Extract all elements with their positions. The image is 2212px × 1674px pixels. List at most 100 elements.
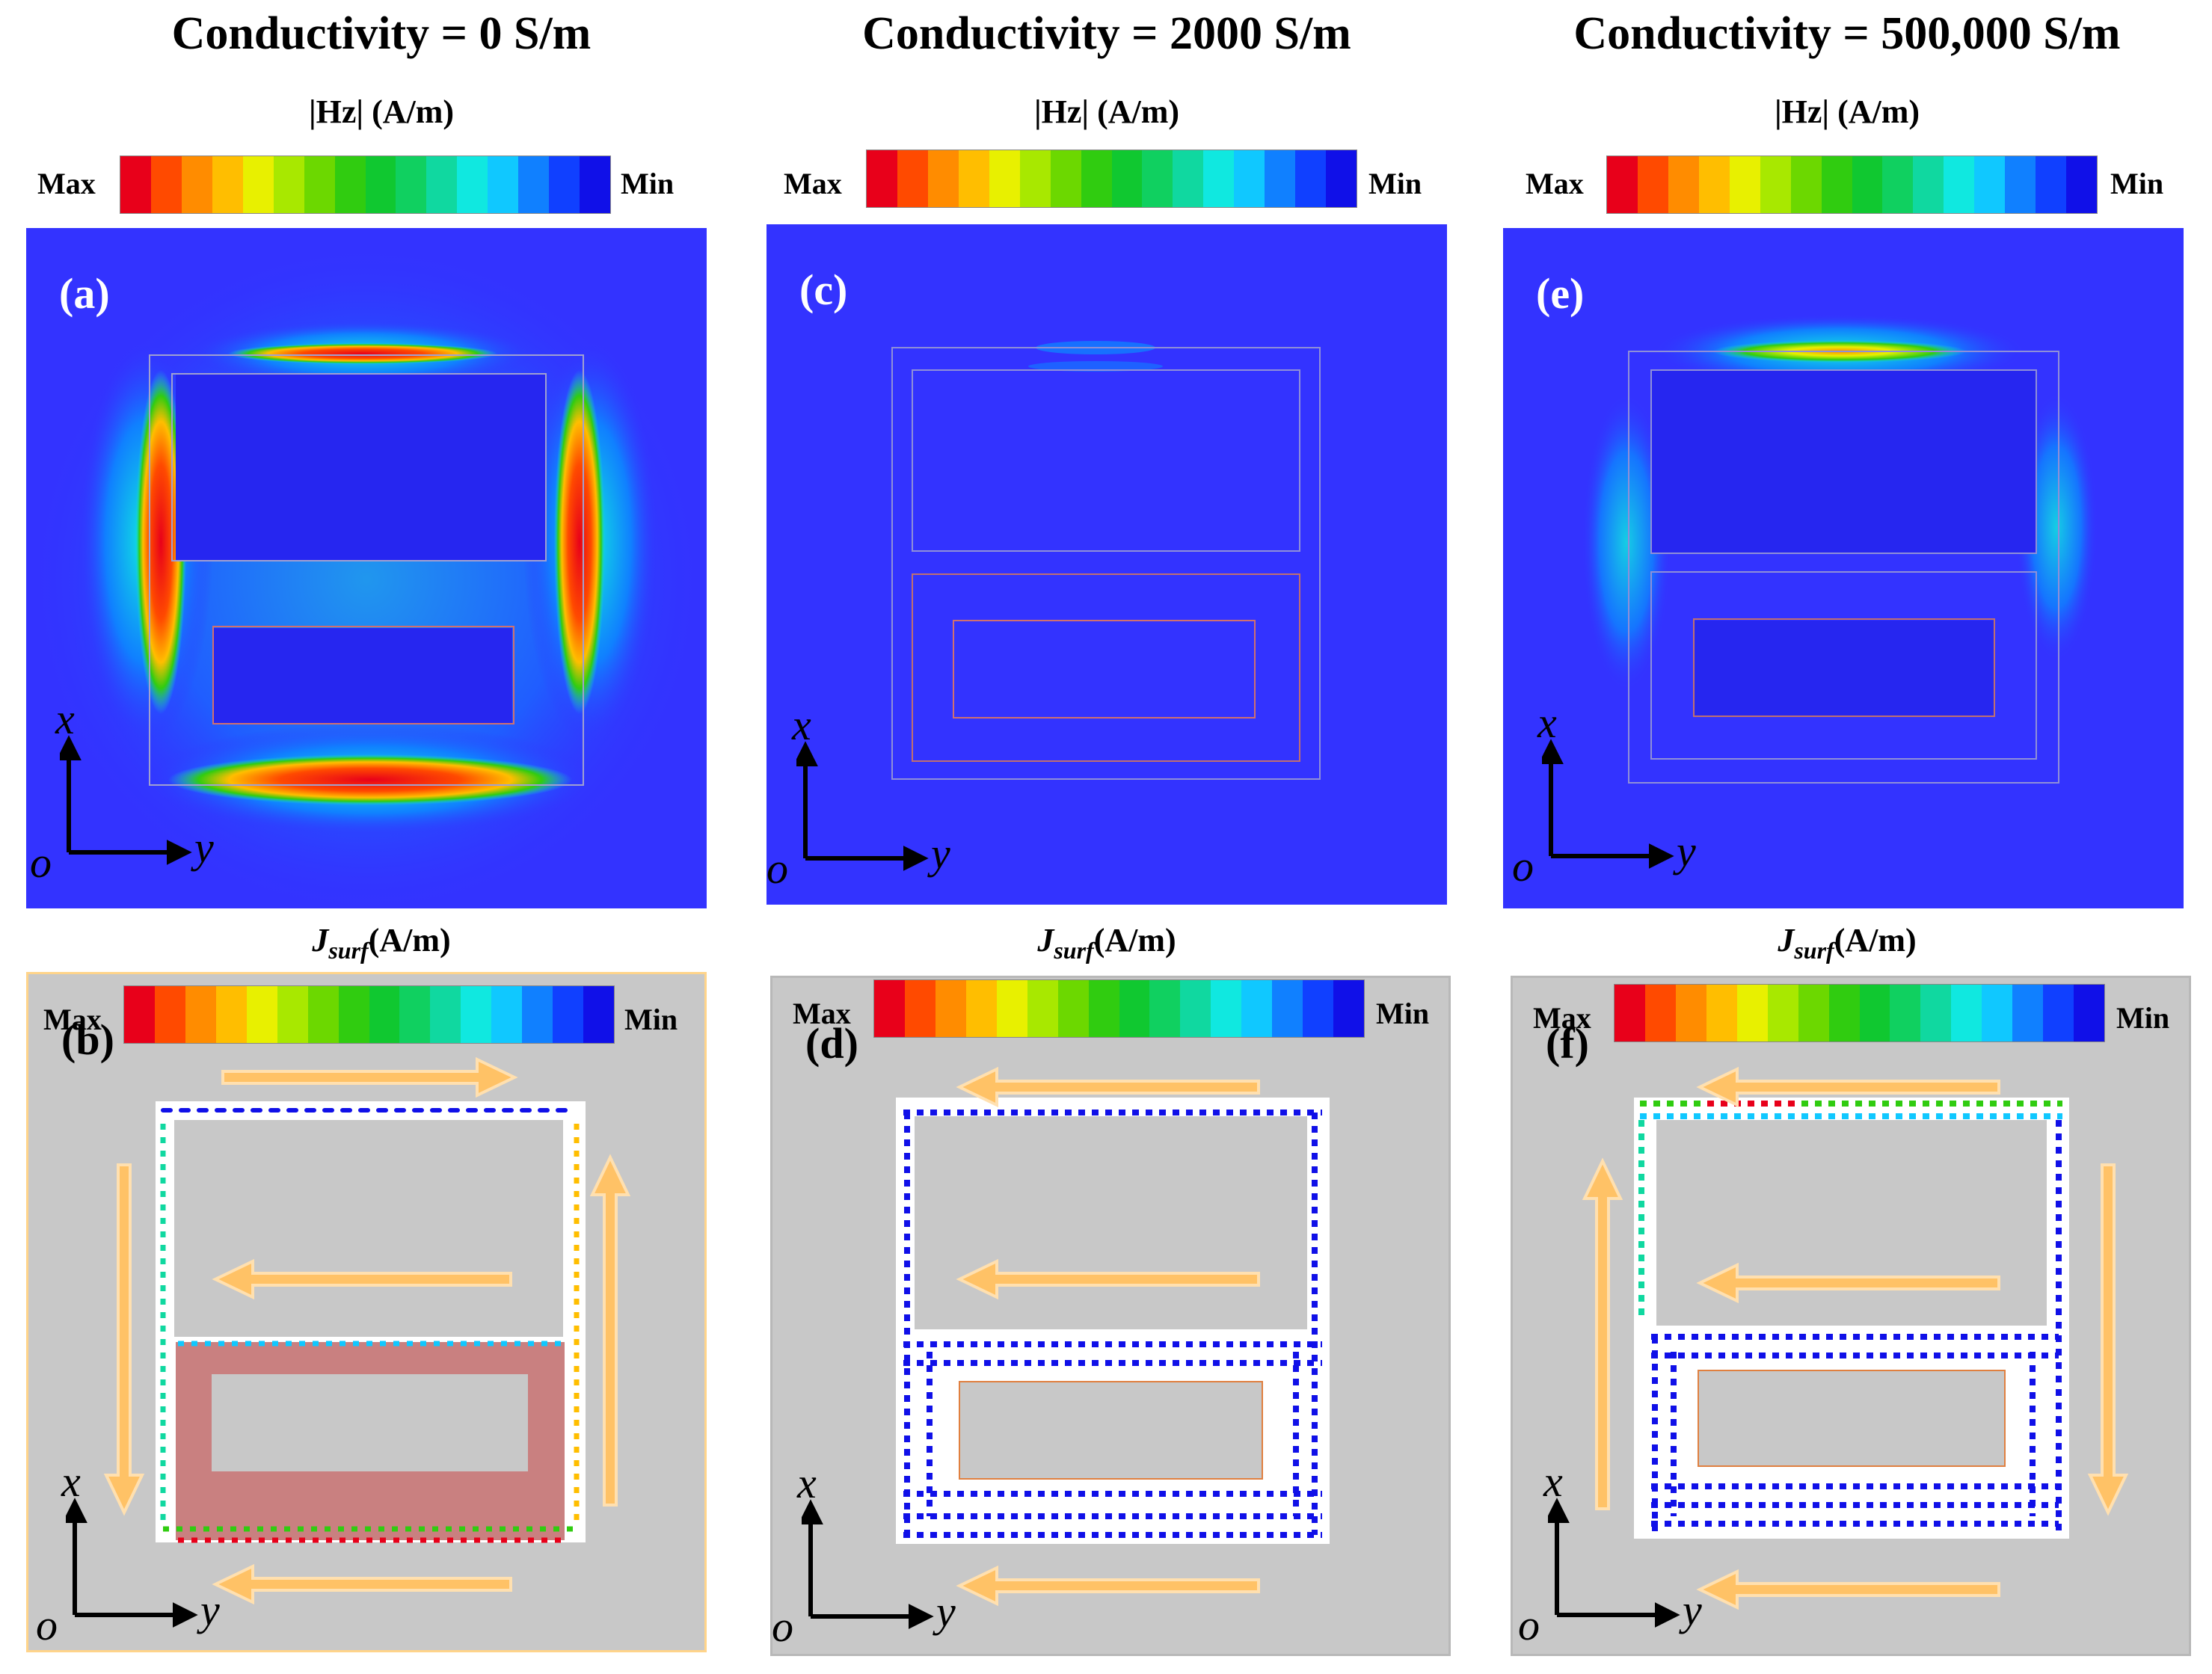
- colorbar-swatch: [1173, 150, 1204, 207]
- colorbar-swatch: [1111, 150, 1143, 207]
- colorbar-swatch: [1821, 156, 1852, 213]
- hz-label: |Hz| (A/m): [1774, 93, 1920, 130]
- colorbar-swatch: [1295, 150, 1327, 207]
- colorbar-swatch: [1081, 150, 1112, 207]
- colorbar-swatch: [897, 150, 928, 207]
- colorbar-swatch: [369, 986, 400, 1043]
- colorbar-swatch: [518, 156, 550, 213]
- colorbar-swatch: [1767, 985, 1798, 1041]
- colorbar-swatch: [580, 156, 610, 213]
- axis-y-label: y: [936, 1587, 956, 1636]
- colorbar-swatch: [334, 156, 366, 213]
- axis-x-label: x: [792, 701, 811, 749]
- colorbar-swatch: [958, 150, 989, 207]
- colorbar-swatch: [396, 156, 427, 213]
- jsurf-colorbar-max-label: Max: [793, 997, 851, 1030]
- colorbar-min-label: Min: [2110, 167, 2164, 200]
- colorbar-swatch: [307, 986, 339, 1043]
- colorbar-swatch: [1027, 980, 1058, 1037]
- panel-label: (a): [59, 269, 110, 318]
- colorbar-swatch: [1615, 985, 1645, 1041]
- current-plot-b: (b): [26, 972, 707, 1652]
- column-title: Conductivity = 2000 S/m: [862, 8, 1351, 59]
- colorbar-swatch: [1333, 980, 1364, 1037]
- colorbar-swatch: [1119, 980, 1150, 1037]
- colorbar-swatch: [1920, 985, 1952, 1041]
- axis-indicator-d: x y o: [772, 1459, 966, 1651]
- colorbar-swatch: [1272, 980, 1303, 1037]
- axis-y-label: y: [200, 1586, 220, 1634]
- column-conductivity-500000: Conductivity = 500,000 S/m |Hz| (A/m) Ma…: [1488, 0, 2206, 1674]
- column-conductivity-0: Conductivity = 0 S/m |Hz| (A/m) Max Min: [22, 0, 740, 1674]
- hz-field-plot-a: (a): [26, 228, 707, 908]
- axis-y-label: y: [931, 829, 950, 878]
- colorbar-swatch: [1607, 156, 1638, 213]
- colorbar-swatch: [2036, 156, 2067, 213]
- axis-y-label: y: [194, 823, 214, 872]
- colorbar-swatch: [304, 156, 335, 213]
- colorbar-swatch: [1142, 150, 1173, 207]
- colorbar-swatch: [212, 156, 243, 213]
- colorbar-swatch: [242, 156, 274, 213]
- jsurf-symbol: J: [1778, 922, 1795, 958]
- column-title: Conductivity = 500,000 S/m: [1573, 8, 2121, 59]
- colorbar-swatch: [1798, 985, 1829, 1041]
- colorbar-max-label: Max: [784, 167, 842, 200]
- colorbar-max-label: Max: [37, 167, 96, 200]
- colorbar-swatch: [1203, 150, 1235, 207]
- colorbar-swatch: [2043, 985, 2074, 1041]
- axis-indicator-e: x y o: [1512, 698, 1706, 890]
- colorbar-swatch: [1882, 156, 1914, 213]
- column-title: Conductivity = 0 S/m: [171, 8, 592, 59]
- colorbar-swatch: [1951, 985, 1982, 1041]
- colorbar-swatch: [1241, 980, 1273, 1037]
- colorbar-swatch: [935, 980, 966, 1037]
- axis-origin-label: o: [1512, 842, 1534, 890]
- axis-origin-label: o: [36, 1601, 58, 1649]
- jsurf-label: Jsurf(A/m): [748, 921, 1466, 964]
- axis-x-label: x: [61, 1457, 81, 1506]
- jsurf-symbol: J: [312, 922, 329, 958]
- colorbar-swatch: [1982, 985, 2013, 1041]
- colorbar-swatch: [365, 156, 396, 213]
- colorbar-swatch: [1637, 156, 1668, 213]
- colorbar-swatch: [277, 986, 308, 1043]
- colorbar-swatch: [185, 986, 216, 1043]
- hz-colorbar: [1606, 156, 2098, 214]
- panel-label: (c): [799, 265, 848, 314]
- colorbar-swatch: [522, 986, 553, 1043]
- axis-y-label: y: [1677, 827, 1696, 876]
- colorbar-swatch: [1736, 985, 1768, 1041]
- jsurf-colorbar: [1614, 984, 2105, 1042]
- colorbar-swatch: [430, 986, 461, 1043]
- colorbar-min-label: Min: [621, 167, 675, 200]
- colorbar-swatch: [1852, 156, 1883, 213]
- colorbar-swatch: [2074, 985, 2104, 1041]
- colorbar-swatch: [1149, 980, 1181, 1037]
- hz-label: |Hz| (A/m): [308, 93, 455, 130]
- axis-indicator-b: x y o: [36, 1457, 230, 1649]
- colorbar-swatch: [426, 156, 458, 213]
- colorbar-swatch: [154, 986, 185, 1043]
- jsurf-label: Jsurf(A/m): [1488, 921, 2206, 964]
- colorbar-swatch: [1890, 985, 1921, 1041]
- jsurf-colorbar-min-label: Min: [2116, 1001, 2170, 1035]
- jsurf-colorbar: [873, 979, 1365, 1038]
- hz-field-plot-e: (e): [1503, 228, 2184, 908]
- colorbar-swatch: [491, 986, 523, 1043]
- jsurf-colorbar-max-label: Max: [1533, 1001, 1591, 1035]
- jsurf-subscript: surf: [328, 936, 369, 964]
- colorbar-swatch: [150, 156, 182, 213]
- axis-indicator-c: x y o: [766, 701, 961, 893]
- hz-label: |Hz| (A/m): [1033, 93, 1180, 130]
- jsurf-colorbar-min-label: Min: [1376, 997, 1430, 1030]
- colorbar-swatch: [1088, 980, 1119, 1037]
- current-plot-d: (d): [770, 976, 1451, 1656]
- colorbar-swatch: [2005, 156, 2036, 213]
- colorbar-swatch: [1760, 156, 1791, 213]
- colorbar-swatch: [1706, 985, 1737, 1041]
- colorbar-swatch: [1790, 156, 1822, 213]
- hz-field-plot-c: (c): [766, 224, 1447, 905]
- colorbar-swatch: [1944, 156, 1975, 213]
- axis-x-label: x: [797, 1459, 817, 1507]
